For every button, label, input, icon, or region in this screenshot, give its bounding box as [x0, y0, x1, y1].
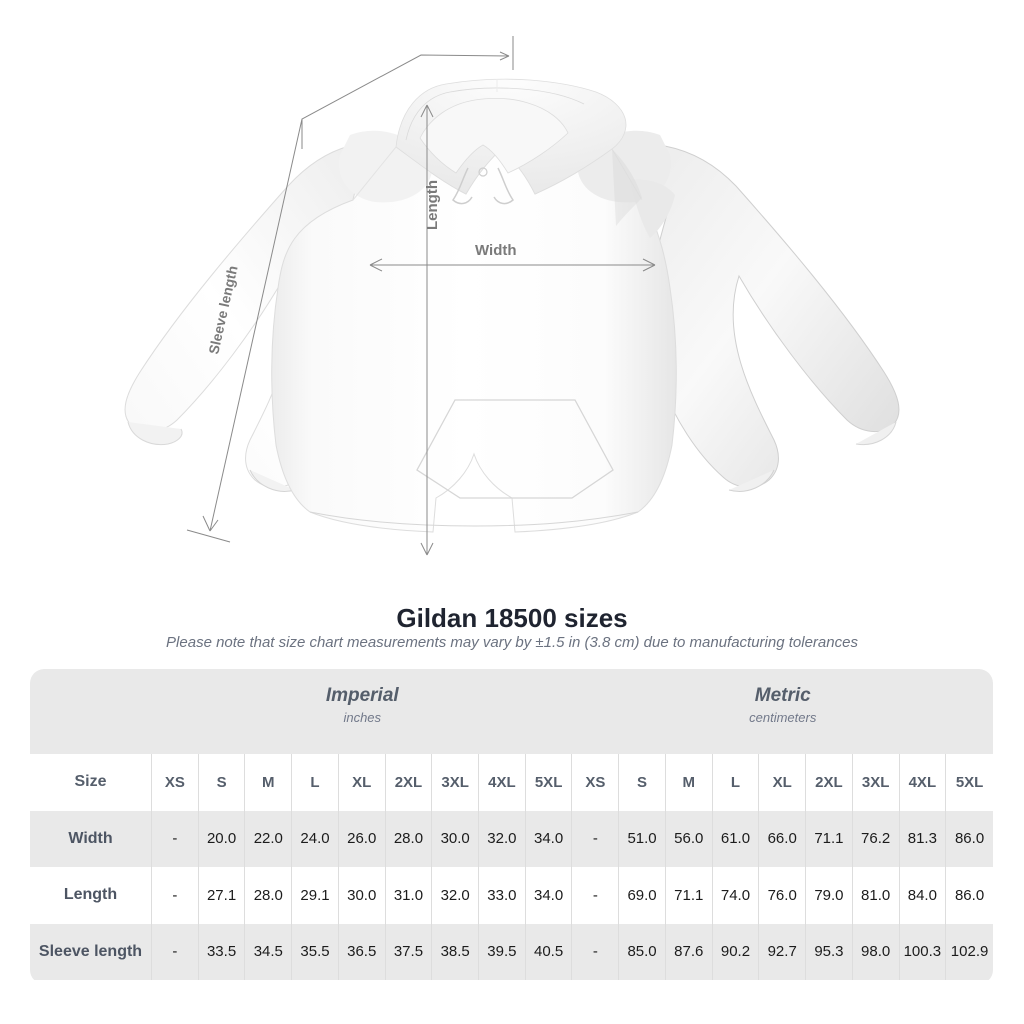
svg-text:Sleeve length: Sleeve length	[205, 264, 240, 356]
svg-text:Length: Length	[424, 180, 441, 230]
svg-text:Width: Width	[475, 242, 517, 259]
